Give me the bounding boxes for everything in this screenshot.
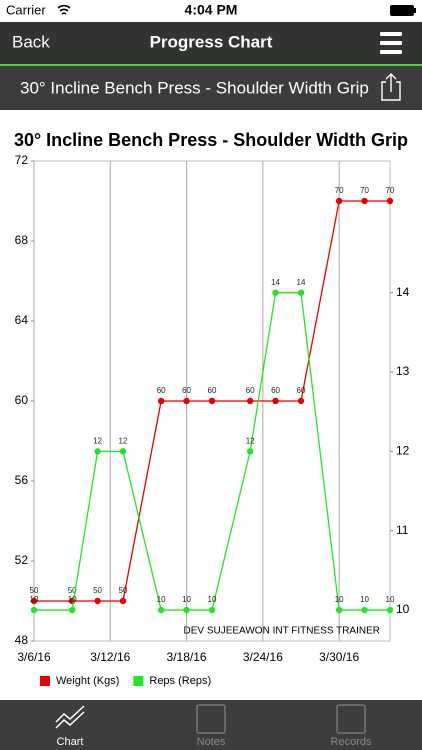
data-label: 10 xyxy=(157,595,166,604)
clock: 4:04 PM xyxy=(185,2,238,18)
legend-label: Reps (Reps) xyxy=(149,675,211,687)
data-label: 12 xyxy=(119,436,128,445)
annotation: DEV SUJEEAWON INT FITNESS TRAINER xyxy=(183,626,380,637)
data-label: 10 xyxy=(335,595,344,604)
data-label: 12 xyxy=(246,436,255,445)
data-label: 14 xyxy=(271,278,280,287)
data-label: 60 xyxy=(297,386,306,395)
data-point xyxy=(386,606,394,614)
y-tick-label: 56 xyxy=(15,473,29,487)
data-point xyxy=(297,289,305,296)
data-label: 50 xyxy=(93,586,102,595)
battery-tip xyxy=(414,8,416,13)
legend-label: Weight (Kgs) xyxy=(56,675,119,687)
data-point xyxy=(157,606,165,614)
battery xyxy=(390,5,414,16)
y2-tick-label: 11 xyxy=(396,523,409,537)
data-label: 60 xyxy=(157,386,166,395)
data-point xyxy=(119,597,127,605)
data-point xyxy=(30,597,38,605)
data-label: 70 xyxy=(335,186,344,195)
data-label: 12 xyxy=(93,436,102,445)
data-label: 10 xyxy=(360,595,369,604)
wifi-icon xyxy=(57,4,71,15)
data-point xyxy=(361,606,368,614)
data-point xyxy=(386,197,394,205)
data-point xyxy=(208,606,216,614)
x-tick-label: 3/30/16 xyxy=(319,650,359,664)
tab-notes[interactable]: Notes xyxy=(197,736,226,748)
data-label: 70 xyxy=(360,186,369,195)
legend-swatch xyxy=(133,676,144,686)
data-label: 60 xyxy=(271,386,280,395)
data-point xyxy=(246,448,254,455)
data-point xyxy=(30,606,38,614)
data-label: 10 xyxy=(208,595,217,604)
data-label: 60 xyxy=(208,386,217,395)
y-tick-label: 64 xyxy=(15,313,29,327)
data-point xyxy=(119,448,127,455)
series-line xyxy=(34,292,390,611)
y-tick-label: 60 xyxy=(15,393,29,407)
data-point xyxy=(157,397,165,405)
y2-tick-label: 10 xyxy=(396,602,410,616)
y2-tick-label: 12 xyxy=(396,444,410,458)
data-label: 60 xyxy=(246,386,255,395)
data-point xyxy=(335,197,343,205)
data-label: 50 xyxy=(30,586,39,595)
data-point xyxy=(94,597,101,605)
menu-button[interactable] xyxy=(380,32,402,54)
data-label: 70 xyxy=(386,186,395,195)
y-tick-label: 52 xyxy=(15,553,29,567)
data-point xyxy=(94,448,101,455)
nav-bar xyxy=(0,22,422,65)
x-tick-label: 3/6/16 xyxy=(17,650,51,664)
data-label: 10 xyxy=(68,595,77,604)
y-tick-label: 48 xyxy=(15,633,29,647)
data-label: 10 xyxy=(30,595,39,604)
data-point xyxy=(297,397,305,405)
nav-title: Progress Chart xyxy=(150,32,273,51)
chart-tab-icon xyxy=(55,705,85,729)
data-label: 10 xyxy=(386,595,395,604)
legend-swatch xyxy=(40,676,50,686)
exercise-name: 30° Incline Bench Press - Shoulder Width… xyxy=(20,78,369,97)
data-point xyxy=(68,606,76,614)
y-tick-label: 72 xyxy=(15,153,29,167)
data-point xyxy=(208,397,216,405)
x-tick-label: 3/12/16 xyxy=(90,650,130,664)
tab-chart[interactable]: Chart xyxy=(57,736,84,748)
share-button[interactable] xyxy=(381,73,401,101)
data-point xyxy=(246,397,254,405)
carrier: Carrier xyxy=(6,2,46,17)
tab-records[interactable]: Records xyxy=(331,736,372,748)
exercise-bar xyxy=(0,66,422,110)
y2-tick-label: 14 xyxy=(396,285,410,299)
data-label: 10 xyxy=(182,595,191,604)
status-bar xyxy=(0,0,422,22)
chart-title: 30° Incline Bench Press - Shoulder Width… xyxy=(14,130,408,150)
y2-tick-label: 13 xyxy=(396,364,410,378)
records-tab-icon xyxy=(336,704,366,734)
x-tick-label: 3/18/16 xyxy=(167,650,207,664)
y-tick-label: 68 xyxy=(15,233,29,247)
data-point xyxy=(361,197,368,205)
data-point xyxy=(183,606,190,614)
data-point xyxy=(183,397,190,405)
data-label: 14 xyxy=(297,278,306,287)
data-point xyxy=(335,606,343,614)
data-label: 60 xyxy=(182,386,191,395)
data-point xyxy=(272,289,279,296)
notes-tab-icon xyxy=(196,704,226,734)
data-label: 50 xyxy=(68,586,77,595)
data-label: 50 xyxy=(119,586,128,595)
back-button[interactable]: Back xyxy=(12,32,50,51)
data-point xyxy=(272,397,279,405)
x-tick-label: 3/24/16 xyxy=(243,650,283,664)
accent-line xyxy=(0,64,422,66)
